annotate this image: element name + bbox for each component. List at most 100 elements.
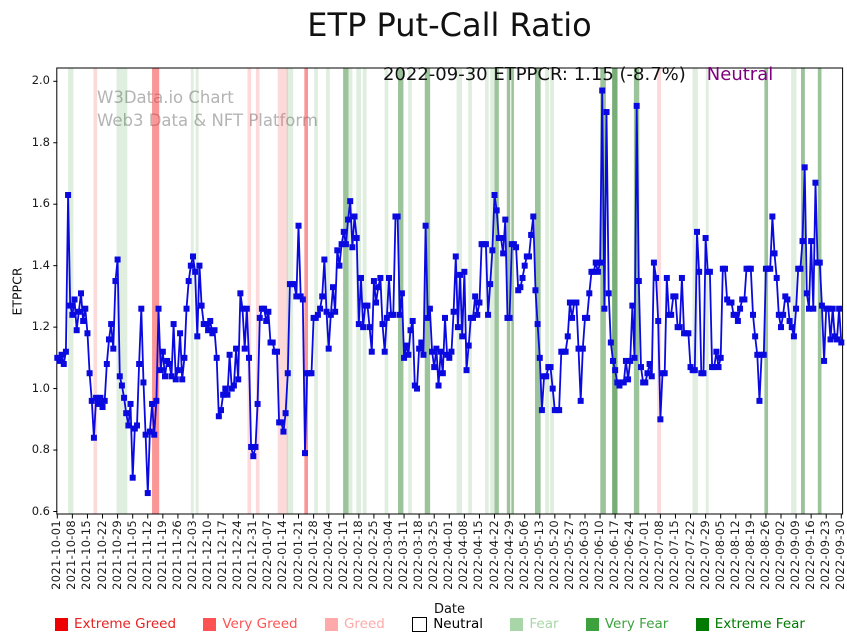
data-point — [573, 299, 580, 306]
data-point — [172, 376, 179, 383]
data-point — [433, 345, 440, 352]
data-point — [655, 317, 662, 324]
x-tick-label: 2022-01-28 — [305, 520, 320, 590]
data-point — [280, 428, 287, 435]
data-point — [308, 370, 315, 377]
data-point — [693, 228, 700, 235]
data-point — [577, 397, 584, 404]
data-point — [377, 274, 384, 281]
data-point — [338, 241, 345, 248]
data-point — [342, 241, 349, 248]
data-point — [711, 364, 718, 371]
data-point — [605, 290, 612, 297]
sentiment-band-fear — [550, 68, 554, 514]
data-point — [261, 305, 268, 312]
data-point — [273, 348, 280, 355]
sentiment-band-very-fear — [817, 68, 822, 514]
data-point — [131, 425, 138, 432]
data-point — [810, 305, 817, 312]
x-tick-label: 2022-04-15 — [471, 520, 486, 590]
sentiment-band-greed — [247, 68, 252, 514]
data-point — [297, 293, 304, 300]
data-point — [314, 311, 321, 318]
legend: Extreme Greed Very Greed Greed Neutral Fear V… — [55, 613, 805, 635]
data-point — [836, 305, 843, 312]
data-point — [749, 311, 756, 318]
data-point — [265, 308, 272, 315]
data-point — [185, 278, 192, 285]
data-point — [437, 348, 444, 355]
data-point — [220, 391, 227, 398]
legend-label-very-greed: Very Greed — [222, 616, 298, 632]
x-tick-label: 2022-07-08 — [652, 520, 667, 590]
data-point — [194, 333, 201, 340]
data-point — [105, 336, 112, 343]
x-tick-label: 2022-02-25 — [365, 520, 380, 590]
y-tick-label: 1.8 — [31, 134, 50, 149]
y-tick-label: 1.2 — [31, 319, 50, 334]
data-point — [403, 342, 410, 349]
data-point — [476, 299, 483, 306]
data-point — [390, 311, 397, 318]
x-tick-label: 2021-10-22 — [94, 520, 109, 590]
data-point — [721, 265, 728, 272]
data-point — [713, 348, 720, 355]
data-point — [646, 361, 653, 368]
data-point — [332, 308, 339, 315]
data-point — [202, 321, 209, 328]
data-point — [198, 302, 205, 309]
data-point — [217, 407, 224, 414]
data-point — [687, 364, 694, 371]
data-point — [138, 305, 145, 312]
data-point — [620, 379, 627, 386]
data-point — [788, 324, 795, 331]
data-point — [207, 317, 214, 324]
data-point — [323, 308, 330, 315]
x-axis-label: Date — [433, 602, 466, 617]
data-point — [364, 302, 371, 309]
data-point — [752, 333, 759, 340]
data-point — [60, 361, 67, 368]
data-point — [325, 345, 332, 352]
data-point — [140, 379, 147, 386]
sentiment-band-very-fear — [506, 68, 511, 514]
data-point — [86, 370, 93, 377]
data-point — [379, 321, 386, 328]
data-point — [426, 305, 433, 312]
data-point — [299, 296, 306, 303]
data-point — [54, 354, 61, 361]
data-point — [174, 367, 181, 374]
data-point — [801, 164, 808, 171]
data-point — [252, 443, 259, 450]
data-point — [812, 179, 819, 186]
x-tick-label: 2021-12-24 — [230, 520, 245, 590]
data-point — [678, 274, 685, 281]
data-point — [663, 274, 670, 281]
data-point — [790, 333, 797, 340]
data-point — [114, 256, 121, 263]
data-point — [62, 348, 69, 355]
data-point — [489, 247, 496, 254]
data-point — [487, 281, 494, 288]
data-point — [463, 367, 470, 374]
x-tick-label: 2022-06-10 — [592, 520, 607, 590]
data-point — [485, 311, 492, 318]
data-point — [803, 290, 810, 297]
data-point — [226, 351, 233, 358]
data-point — [319, 293, 326, 300]
data-point — [532, 287, 539, 294]
x-tick-label: 2022-09-16 — [803, 520, 818, 590]
data-point — [668, 311, 675, 318]
data-point — [825, 305, 832, 312]
sentiment-band-very-greed — [304, 68, 309, 514]
x-tick-label: 2022-03-18 — [411, 520, 426, 590]
data-point — [472, 293, 479, 300]
x-tick-label: 2022-05-06 — [516, 520, 531, 590]
legend-label-greed: Greed — [343, 616, 385, 632]
x-tick-label: 2022-06-03 — [576, 520, 591, 590]
data-point — [786, 317, 793, 324]
data-point — [510, 241, 517, 248]
sentiment-band-fear — [314, 68, 318, 514]
x-tick-label: 2022-03-11 — [396, 520, 411, 590]
data-point — [536, 354, 543, 361]
